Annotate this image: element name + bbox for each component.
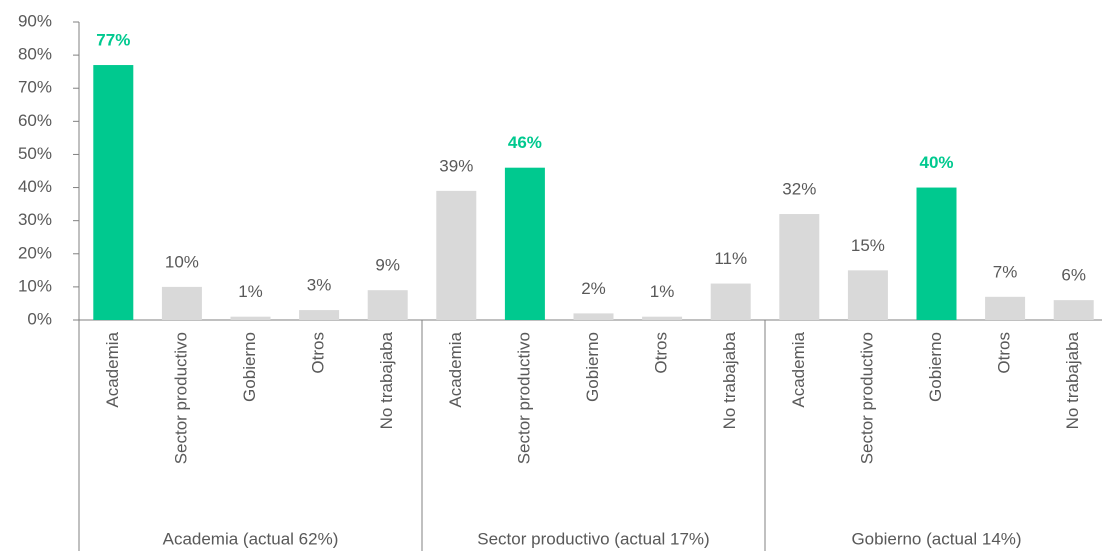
x-tick-label: No trabajaba	[720, 331, 739, 429]
x-tick-label: Gobierno	[240, 332, 259, 402]
bar	[642, 316, 683, 320]
x-tick-label: Sector productivo	[171, 332, 190, 464]
x-tick-label: Academia	[103, 331, 122, 407]
x-tick-label: Otros	[652, 332, 671, 374]
bar	[985, 296, 1026, 320]
x-tick-label: No trabajaba	[1063, 331, 1082, 429]
x-tick-label: Gobierno	[926, 332, 945, 402]
x-tick-label: Otros	[995, 332, 1014, 374]
group-label: Gobierno (actual 14%)	[851, 529, 1021, 548]
data-label: 46%	[508, 133, 542, 152]
y-tick-label: 30%	[18, 210, 52, 229]
bar	[161, 286, 202, 320]
y-tick-label: 40%	[18, 177, 52, 196]
bar	[504, 167, 545, 320]
data-label: 15%	[851, 236, 885, 255]
bar	[230, 316, 271, 320]
bar	[573, 313, 614, 320]
y-tick-label: 50%	[18, 144, 52, 163]
data-label: 77%	[96, 31, 130, 50]
data-label: 2%	[581, 279, 606, 298]
bar	[710, 283, 751, 320]
group-label: Academia (actual 62%)	[163, 529, 339, 548]
group-label: Sector productivo (actual 17%)	[477, 529, 709, 548]
bar	[916, 187, 957, 320]
data-label: 6%	[1061, 266, 1086, 285]
x-tick-label: No trabajaba	[377, 331, 396, 429]
data-label: 11%	[714, 249, 747, 268]
y-tick-label: 80%	[18, 45, 52, 64]
x-tick-label: Sector productivo	[514, 332, 533, 464]
data-label: 9%	[375, 256, 400, 275]
data-label: 10%	[165, 252, 199, 271]
x-tick-label: Otros	[309, 332, 328, 374]
bar	[436, 190, 477, 320]
data-label: 32%	[782, 180, 816, 199]
bar	[779, 214, 820, 320]
y-tick-label: 60%	[18, 111, 52, 130]
y-tick-label: 90%	[18, 11, 52, 30]
bar	[847, 270, 888, 320]
y-tick-label: 10%	[18, 276, 52, 295]
data-label: 1%	[650, 282, 675, 301]
data-label: 3%	[307, 276, 332, 295]
x-tick-label: Academia	[789, 331, 808, 407]
y-tick-label: 70%	[18, 78, 52, 97]
y-tick-label: 20%	[18, 243, 52, 262]
y-tick-label: 0%	[27, 309, 52, 328]
bar	[93, 65, 134, 321]
data-label: 7%	[993, 262, 1018, 281]
data-label: 39%	[439, 156, 473, 175]
bar	[299, 310, 340, 320]
data-label: 1%	[238, 282, 263, 301]
x-tick-label: Gobierno	[583, 332, 602, 402]
bar	[1053, 300, 1094, 320]
bar	[367, 290, 408, 320]
data-label: 40%	[919, 153, 953, 172]
x-tick-label: Sector productivo	[857, 332, 876, 464]
x-tick-label: Academia	[446, 331, 465, 407]
